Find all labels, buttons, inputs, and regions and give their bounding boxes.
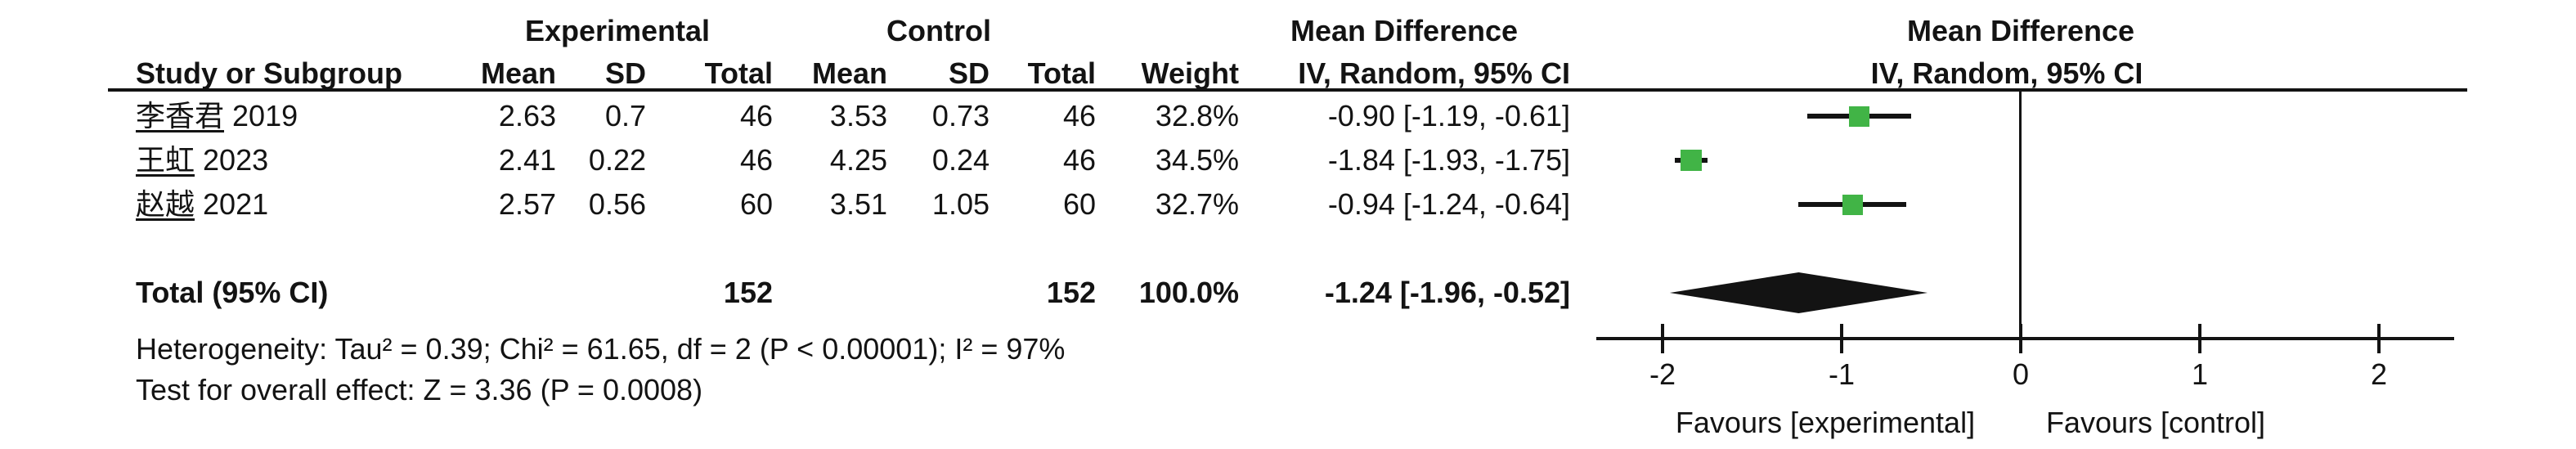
axis-tick-label: 2 (2370, 357, 2388, 391)
ctrl-mean: 3.51 (829, 187, 887, 221)
exp-sd: 0.22 (588, 143, 646, 177)
total-ci-text: -1.24 [-1.96, -0.52] (1324, 276, 1570, 309)
table-row-study-2: 王虹 2023 2.41 0.22 46 4.25 0.24 46 34.5% … (0, 142, 2576, 178)
ctrl-mean: 3.53 (829, 99, 887, 132)
ctrl-total: 60 (1062, 187, 1096, 221)
favours-experimental-label: Favours [experimental] (1675, 406, 1976, 439)
heterogeneity-text: Heterogeneity: Tau² = 0.39; Chi² = 61.65… (136, 332, 1066, 366)
study-square (1849, 106, 1870, 127)
col-header-exp-mean: Mean (480, 56, 556, 90)
total-exp-n: 152 (723, 276, 773, 309)
study-name-cjk: 王虹 (136, 143, 195, 177)
axis-tick (2198, 324, 2201, 353)
col-header-study: Study or Subgroup (136, 56, 402, 90)
exp-mean: 2.57 (498, 187, 556, 221)
study-name-cjk: 李香君 (136, 99, 225, 132)
study-square (1842, 194, 1863, 215)
study-label: 李香君 2019 (136, 98, 487, 134)
ctrl-sd: 0.24 (931, 143, 990, 177)
axis-tick-label: 0 (2012, 357, 2030, 391)
total-label: Total (95% CI) (136, 276, 329, 309)
study-year: 2019 (232, 99, 298, 132)
exp-mean: 2.63 (498, 99, 556, 132)
header-rule (108, 88, 2467, 92)
ctrl-sd: 1.05 (931, 187, 990, 221)
axis-tick (1661, 324, 1664, 353)
group-header-mean-difference-plot: Mean Difference (1906, 14, 2135, 47)
col-header-ci-plot: IV, Random, 95% CI (1870, 56, 2143, 90)
total-ctrl-n: 152 (1046, 276, 1096, 309)
col-header-exp-total: Total (704, 56, 773, 90)
axis-tick-label: -1 (1828, 357, 1856, 391)
x-axis-line (1596, 337, 2454, 340)
study-year: 2023 (203, 143, 269, 177)
exp-total: 46 (739, 99, 773, 132)
exp-sd: 0.56 (588, 187, 646, 221)
weight-value: 32.8% (1155, 99, 1239, 132)
axis-tick-label: -2 (1649, 357, 1676, 391)
weight-value: 34.5% (1155, 143, 1239, 177)
total-diamond (1669, 272, 1928, 313)
col-header-exp-sd: SD (604, 56, 646, 90)
exp-sd: 0.7 (604, 99, 646, 132)
ctrl-sd: 0.73 (931, 99, 990, 132)
study-label: 王虹 2023 (136, 142, 487, 178)
overall-effect-text: Test for overall effect: Z = 3.36 (P = 0… (136, 373, 703, 406)
axis-tick (2377, 324, 2381, 353)
table-row-study-3: 赵越 2021 2.57 0.56 60 3.51 1.05 60 32.7% … (0, 186, 2576, 222)
axis-tick (1840, 324, 1843, 353)
study-label: 赵越 2021 (136, 186, 487, 222)
weight-value: 32.7% (1155, 187, 1239, 221)
col-header-ctrl-sd: SD (948, 56, 990, 90)
exp-mean: 2.41 (498, 143, 556, 177)
study-year: 2021 (203, 187, 269, 221)
column-header-row: Study or Subgroup Mean SD Total Mean SD … (0, 56, 2576, 92)
axis-tick-label: 1 (2191, 357, 2209, 391)
col-header-weight: Weight (1141, 56, 1239, 90)
ci-text: -1.84 [-1.93, -1.75] (1327, 143, 1570, 177)
exp-total: 46 (739, 143, 773, 177)
group-header-mean-difference-table: Mean Difference (1290, 14, 1519, 47)
group-header-control: Control (886, 14, 991, 47)
group-header-experimental: Experimental (524, 14, 711, 47)
favours-control-label: Favours [control] (2045, 406, 2266, 439)
col-header-ctrl-mean: Mean (811, 56, 887, 90)
ctrl-total: 46 (1062, 99, 1096, 132)
ctrl-mean: 4.25 (829, 143, 887, 177)
ci-text: -0.94 [-1.24, -0.64] (1327, 187, 1570, 221)
col-header-ci: IV, Random, 95% CI (1298, 56, 1570, 90)
total-row: Total (95% CI) 152 152 100.0% -1.24 [-1.… (0, 275, 2576, 311)
zero-reference-line (2019, 92, 2022, 339)
col-header-ctrl-total: Total (1027, 56, 1096, 90)
table-row-study-1: 李香君 2019 2.63 0.7 46 3.53 0.73 46 32.8% … (0, 98, 2576, 134)
total-weight: 100.0% (1138, 276, 1239, 309)
axis-tick (2019, 324, 2022, 353)
study-name-cjk: 赵越 (136, 187, 195, 221)
ctrl-total: 46 (1062, 143, 1096, 177)
study-square (1681, 150, 1703, 171)
exp-total: 60 (739, 187, 773, 221)
ci-text: -0.90 [-1.19, -0.61] (1327, 99, 1570, 132)
